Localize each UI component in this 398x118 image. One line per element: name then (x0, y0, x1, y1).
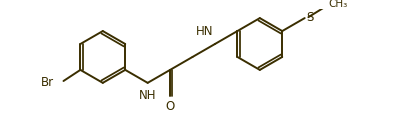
Text: O: O (166, 99, 175, 112)
Text: CH₃: CH₃ (328, 0, 348, 9)
Text: S: S (306, 11, 314, 24)
Text: HN: HN (195, 25, 213, 38)
Text: NH: NH (139, 89, 157, 102)
Text: Br: Br (41, 76, 54, 89)
